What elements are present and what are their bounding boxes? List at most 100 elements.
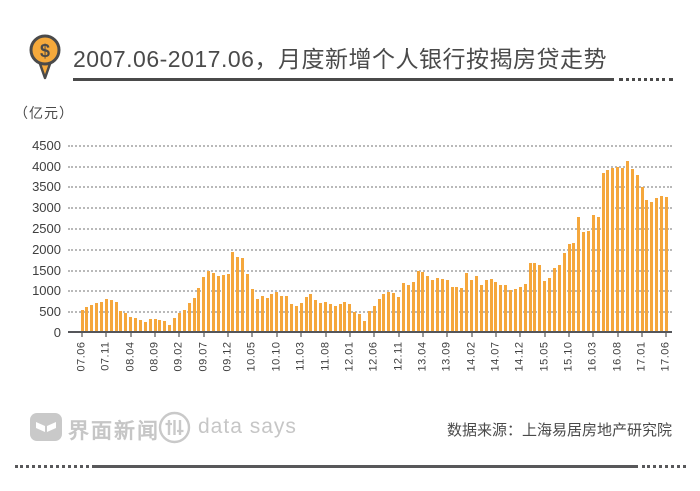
bar (664, 197, 668, 331)
bar (163, 321, 167, 331)
bottom-border-dotted-right (642, 465, 686, 468)
bar (231, 252, 235, 331)
bar (625, 161, 629, 331)
bar (221, 275, 225, 331)
bar (465, 273, 469, 331)
data-says-logo-text: data says (198, 415, 297, 438)
x-axis-tick (300, 333, 303, 337)
bar (275, 292, 279, 331)
bar (241, 258, 245, 331)
bar (645, 200, 649, 331)
x-tick-label: 16.08 (611, 341, 624, 372)
bar (440, 279, 444, 331)
bar (640, 187, 644, 331)
bar (280, 296, 284, 331)
bar (90, 305, 94, 331)
bar (333, 306, 337, 331)
bar (207, 271, 211, 331)
bar (591, 215, 595, 331)
bar (431, 280, 435, 331)
bar (416, 271, 420, 331)
bar (285, 296, 289, 331)
x-axis-tick (665, 333, 668, 337)
x-tick-label: 13.04 (416, 341, 429, 372)
bar (445, 280, 449, 331)
bar (182, 310, 186, 331)
bar (387, 292, 391, 331)
bar (411, 282, 415, 331)
bar (343, 302, 347, 331)
x-tick-label: 12.06 (367, 341, 380, 372)
bar (85, 307, 89, 331)
bar (289, 304, 293, 331)
x-axis-tick (154, 333, 157, 337)
bar (392, 293, 396, 331)
gridline (68, 290, 672, 293)
bar (650, 202, 654, 331)
bar (421, 272, 425, 331)
gridline (68, 269, 672, 272)
y-tick-label: 500 (39, 304, 61, 320)
bar (236, 257, 240, 331)
x-axis-tick (129, 333, 132, 337)
bar (202, 277, 206, 331)
bar (348, 304, 352, 331)
x-axis-tick (446, 333, 449, 337)
gridline (68, 207, 672, 210)
data-says-logo-icon (158, 411, 191, 444)
bar (265, 298, 269, 331)
bar (655, 198, 659, 331)
bar (187, 303, 191, 331)
gridline (68, 248, 672, 251)
bar (177, 313, 181, 331)
x-tick-label: 10.05 (245, 341, 258, 372)
bar (401, 283, 405, 331)
bar (324, 302, 327, 331)
bar (309, 294, 313, 331)
bar (567, 244, 571, 331)
x-tick-label: 14.02 (465, 341, 478, 372)
x-tick-label: 12.11 (392, 341, 405, 371)
y-tick-label: 4500 (32, 137, 61, 153)
x-tick-label: 09.12 (221, 341, 234, 372)
bar (299, 303, 303, 331)
bar (479, 285, 483, 331)
x-tick-label: 17.06 (659, 341, 672, 372)
bar (455, 287, 459, 331)
bar (601, 173, 605, 331)
x-tick-label: 14.07 (489, 341, 502, 372)
gridline (68, 186, 672, 189)
bar (95, 303, 99, 331)
x-tick-label: 11.08 (319, 341, 331, 371)
bar (562, 253, 566, 331)
bar (548, 278, 552, 331)
bar (114, 302, 118, 331)
x-tick-label: 15.10 (562, 341, 575, 372)
bar (557, 265, 561, 331)
bar (255, 299, 259, 331)
x-tick-label: 15.05 (538, 341, 551, 372)
bar (270, 294, 274, 331)
bar (586, 231, 590, 331)
x-tick-label: 08.09 (148, 341, 161, 372)
bar (304, 297, 308, 331)
bar (572, 243, 576, 331)
bar (582, 232, 586, 331)
x-tick-label: 09.07 (197, 341, 210, 372)
bar (134, 318, 138, 331)
jiemian-news-logo-text: 界面新闻 (68, 420, 160, 443)
bar (119, 311, 123, 331)
bar (596, 217, 600, 331)
gridline (68, 144, 672, 147)
x-tick-label: 12.01 (343, 341, 356, 372)
x-axis-tick (543, 333, 546, 337)
y-tick-label: 1500 (32, 262, 61, 278)
bar (294, 306, 298, 331)
jiemian-news-logo-icon (30, 413, 62, 441)
bar (494, 282, 498, 331)
bar (484, 280, 488, 331)
bar (470, 280, 474, 331)
bar (436, 278, 439, 331)
bar (513, 289, 517, 331)
